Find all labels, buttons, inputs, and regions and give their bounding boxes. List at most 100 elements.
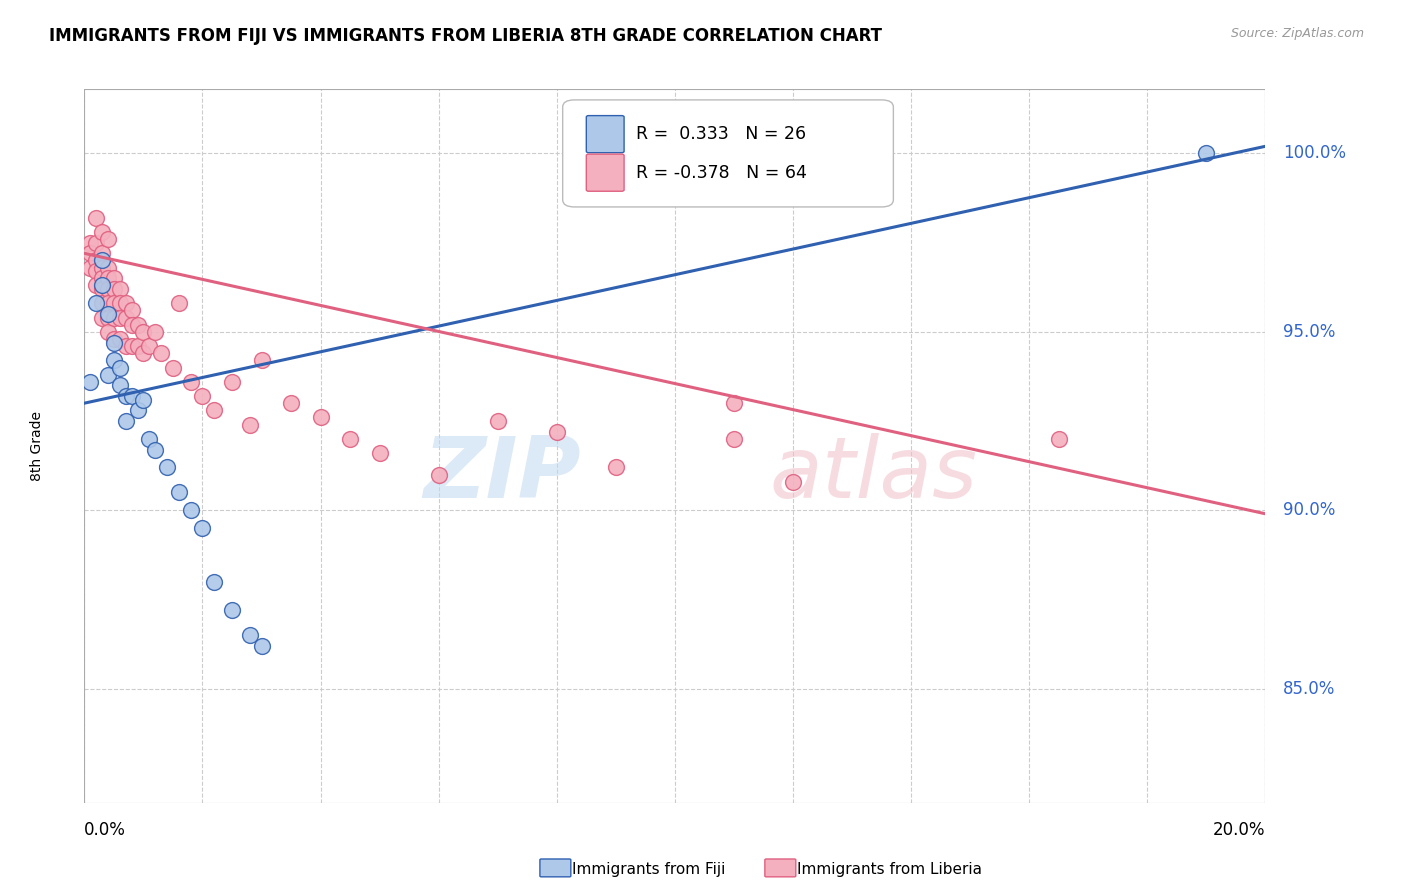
Point xyxy=(132,325,155,339)
Point xyxy=(782,475,804,489)
Point xyxy=(108,360,131,375)
Point xyxy=(108,282,131,296)
Text: R = -0.378   N = 64: R = -0.378 N = 64 xyxy=(636,164,807,182)
Point xyxy=(150,346,173,360)
Point xyxy=(121,318,143,332)
Text: Immigrants from Liberia: Immigrants from Liberia xyxy=(797,862,983,877)
Point xyxy=(250,639,273,653)
Point xyxy=(114,339,136,353)
Point xyxy=(97,325,120,339)
Point xyxy=(84,211,107,225)
Point xyxy=(1047,432,1070,446)
Point xyxy=(103,282,125,296)
Point xyxy=(202,403,225,417)
Point xyxy=(1195,146,1218,161)
Point xyxy=(108,310,131,325)
Point xyxy=(91,296,114,310)
Point xyxy=(97,296,120,310)
Text: 85.0%: 85.0% xyxy=(1284,680,1336,698)
Point xyxy=(121,303,143,318)
Point xyxy=(91,271,114,285)
Point xyxy=(108,378,131,392)
Point xyxy=(103,271,125,285)
Point xyxy=(127,339,149,353)
Point xyxy=(239,417,262,432)
Point xyxy=(368,446,391,460)
Point xyxy=(427,467,450,482)
Point xyxy=(339,432,361,446)
Point xyxy=(143,325,166,339)
Point xyxy=(121,389,143,403)
Point xyxy=(97,260,120,275)
Point xyxy=(97,271,120,285)
Point xyxy=(91,246,114,260)
Text: 95.0%: 95.0% xyxy=(1284,323,1336,341)
Point xyxy=(108,296,131,310)
Point xyxy=(91,310,114,325)
Point xyxy=(180,503,202,517)
Point xyxy=(79,375,101,389)
Text: Source: ZipAtlas.com: Source: ZipAtlas.com xyxy=(1230,27,1364,40)
Point xyxy=(239,628,262,642)
Text: 0.0%: 0.0% xyxy=(84,821,127,838)
Point xyxy=(114,310,136,325)
Point xyxy=(97,368,120,382)
Text: R =  0.333   N = 26: R = 0.333 N = 26 xyxy=(636,125,806,143)
Point xyxy=(132,346,155,360)
Point xyxy=(84,296,107,310)
Text: 90.0%: 90.0% xyxy=(1284,501,1336,519)
Point xyxy=(486,414,509,428)
Point xyxy=(127,318,149,332)
Point xyxy=(79,235,101,250)
FancyBboxPatch shape xyxy=(586,116,624,153)
Point xyxy=(191,521,214,535)
Point xyxy=(84,264,107,278)
Text: Immigrants from Fiji: Immigrants from Fiji xyxy=(572,862,725,877)
Point xyxy=(114,414,136,428)
Point xyxy=(156,460,179,475)
Point xyxy=(114,389,136,403)
FancyBboxPatch shape xyxy=(562,100,893,207)
Point xyxy=(84,253,107,268)
Text: IMMIGRANTS FROM FIJI VS IMMIGRANTS FROM LIBERIA 8TH GRADE CORRELATION CHART: IMMIGRANTS FROM FIJI VS IMMIGRANTS FROM … xyxy=(49,27,882,45)
Point xyxy=(167,296,190,310)
Text: atlas: atlas xyxy=(769,433,977,516)
Point xyxy=(84,278,107,293)
Point xyxy=(167,485,190,500)
Point xyxy=(202,574,225,589)
Point xyxy=(138,432,160,446)
Point xyxy=(91,282,114,296)
FancyBboxPatch shape xyxy=(586,154,624,191)
Point xyxy=(221,375,243,389)
Point xyxy=(723,432,745,446)
Point xyxy=(309,410,332,425)
Point xyxy=(108,332,131,346)
Point xyxy=(84,235,107,250)
Point xyxy=(132,392,155,407)
Point xyxy=(180,375,202,389)
Point xyxy=(97,232,120,246)
Point xyxy=(191,389,214,403)
Point xyxy=(280,396,302,410)
Point xyxy=(97,310,120,325)
Point xyxy=(121,339,143,353)
Point xyxy=(103,310,125,325)
Text: 8th Grade: 8th Grade xyxy=(30,411,44,481)
Point xyxy=(97,282,120,296)
Point xyxy=(143,442,166,457)
Point xyxy=(103,332,125,346)
Point xyxy=(250,353,273,368)
Point xyxy=(91,260,114,275)
Point xyxy=(97,307,120,321)
Point xyxy=(91,278,114,293)
Point xyxy=(103,353,125,368)
Point xyxy=(79,246,101,260)
Point xyxy=(605,460,627,475)
Point xyxy=(91,225,114,239)
Point xyxy=(138,339,160,353)
Point xyxy=(103,296,125,310)
Point xyxy=(127,403,149,417)
Point xyxy=(162,360,184,375)
Point xyxy=(91,253,114,268)
Point xyxy=(114,296,136,310)
